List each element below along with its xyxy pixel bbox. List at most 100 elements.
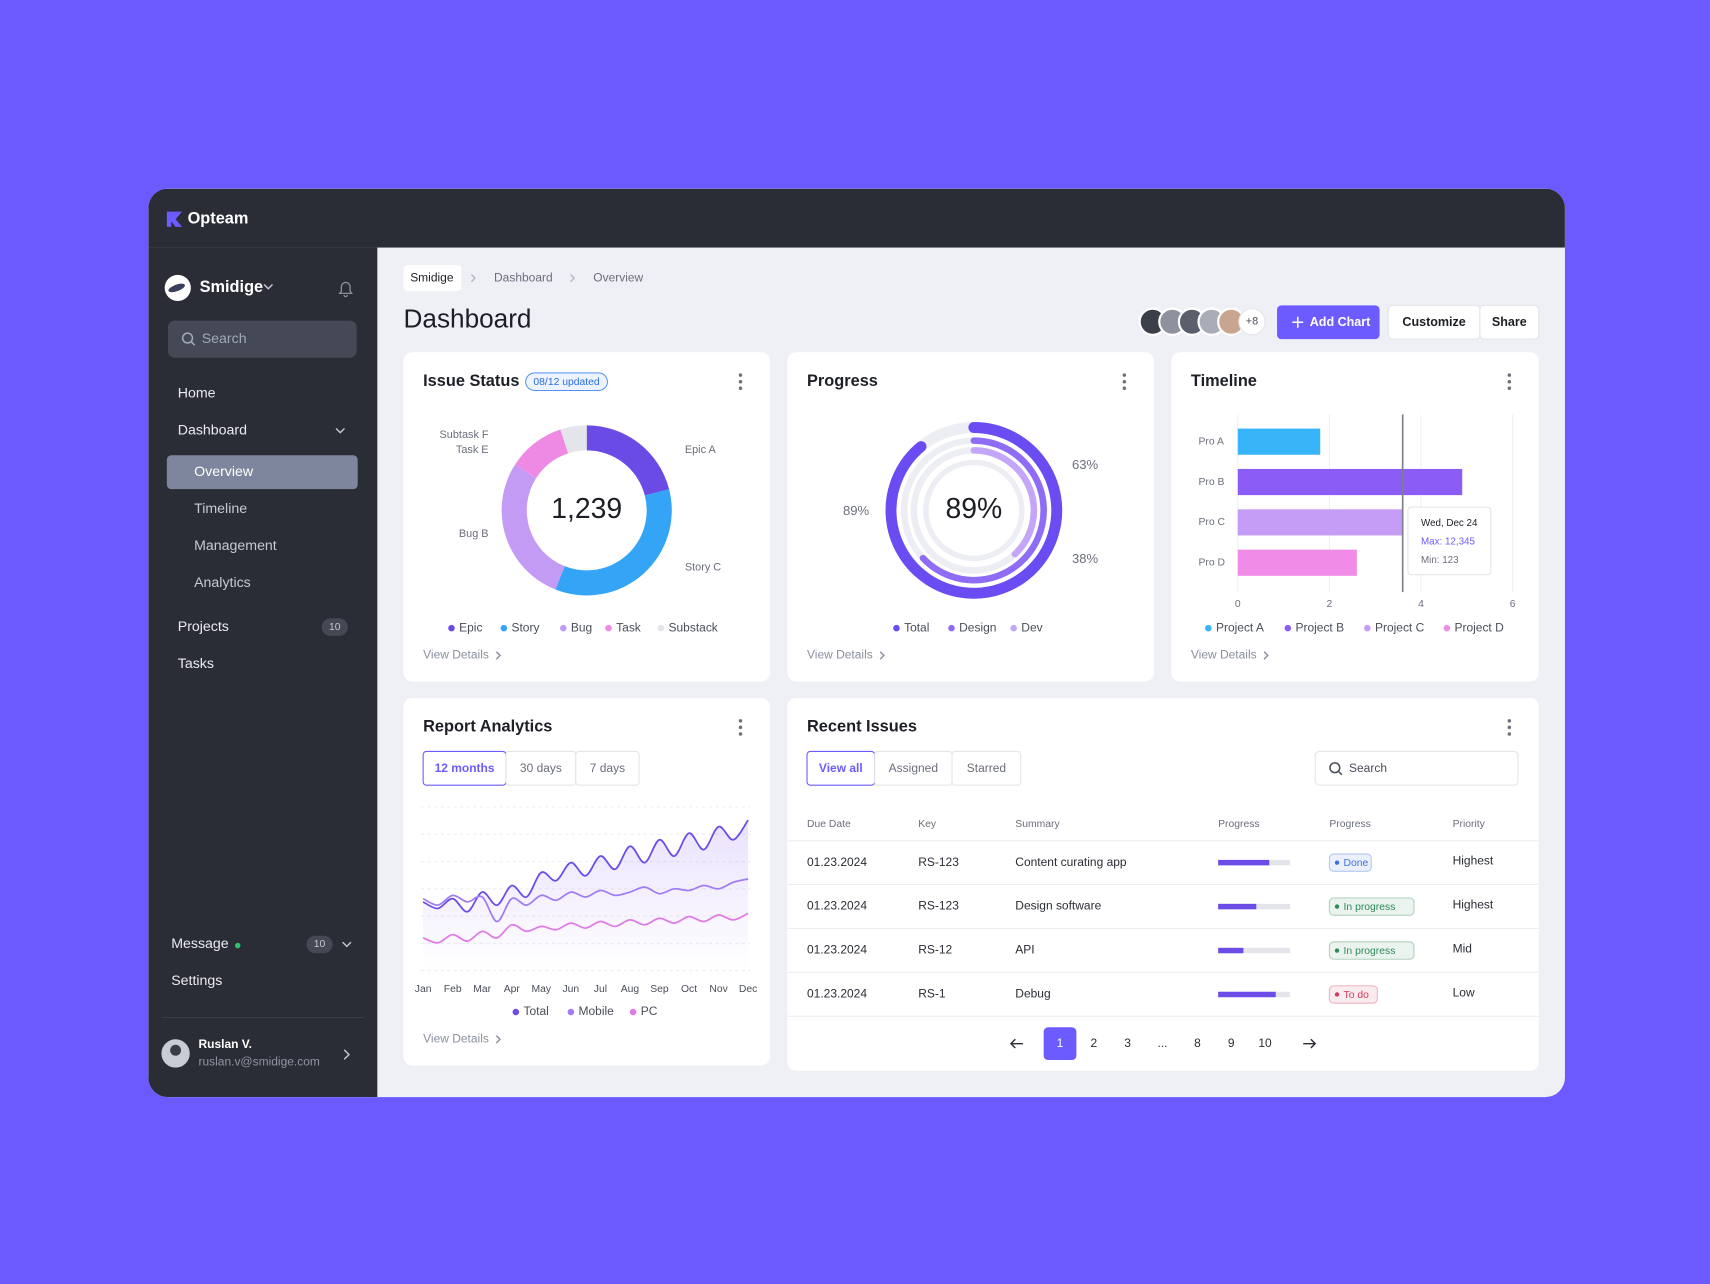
nav-subitem[interactable]: Overview <box>194 464 254 480</box>
nav-subitem[interactable]: Analytics <box>194 575 251 591</box>
nav-item[interactable]: Home <box>178 385 216 401</box>
page-active <box>1043 1027 1077 1061</box>
status-badge <box>525 372 608 391</box>
view-details-link[interactable]: View Details <box>807 648 873 662</box>
chevron-icon <box>496 1035 502 1044</box>
nav-item[interactable]: Projects <box>178 619 229 635</box>
kebab-icon[interactable] <box>738 725 743 730</box>
view-details-link[interactable]: View Details <box>1191 648 1257 662</box>
legend-dot <box>1205 624 1212 632</box>
prev-page[interactable] <box>1009 1038 1023 1049</box>
tab-label: View all <box>819 761 863 775</box>
nav-active-bg <box>166 455 358 490</box>
card-title: Timeline <box>1191 372 1257 390</box>
status-pill <box>1328 941 1415 960</box>
tab[interactable] <box>575 750 640 786</box>
x-tick-label: Jul <box>594 984 607 995</box>
x-tick-label: 4 <box>1418 599 1424 610</box>
column-header: Summary <box>1015 819 1060 830</box>
legend-dot <box>560 624 567 632</box>
nav-subitem[interactable]: Timeline <box>194 501 247 517</box>
nav-subitem[interactable]: Management <box>194 538 277 554</box>
ring-arc <box>885 422 1063 599</box>
kebab-icon[interactable] <box>1507 386 1512 390</box>
kebab-icon[interactable] <box>738 386 743 390</box>
x-tick-label: 6 <box>1510 599 1516 610</box>
status-dot <box>1334 948 1340 953</box>
plus-icon <box>1292 316 1304 328</box>
kebab-icon[interactable] <box>738 732 743 736</box>
page-number[interactable]: 10 <box>1258 1036 1272 1050</box>
chevron-icon <box>879 651 885 660</box>
cell-key: RS-12 <box>918 943 952 957</box>
header-button[interactable] <box>1479 304 1540 340</box>
nav-item[interactable]: Settings <box>171 973 222 989</box>
page-number[interactable]: 8 <box>1194 1036 1201 1050</box>
nav-item[interactable]: Tasks <box>178 656 214 672</box>
kebab-icon[interactable] <box>1507 373 1512 377</box>
header-button[interactable] <box>1277 305 1380 340</box>
view-details-link[interactable]: View Details <box>423 1031 489 1045</box>
chevron-icon <box>342 941 352 948</box>
sidebar-search[interactable] <box>167 320 357 358</box>
y-tick-label: Pro A <box>1199 436 1224 447</box>
nav-badge <box>306 935 333 954</box>
legend-dot <box>567 1008 575 1016</box>
workspace-name[interactable]: Smidige <box>200 278 264 296</box>
cell-priority: Low <box>1453 986 1475 1000</box>
tab-label: 12 months <box>435 761 495 775</box>
kebab-icon[interactable] <box>1507 719 1512 723</box>
page-number[interactable]: 3 <box>1124 1036 1131 1050</box>
sidebar <box>148 247 378 1098</box>
status-label: In progress <box>1344 902 1396 913</box>
chevron-icon <box>496 651 502 660</box>
page-number[interactable]: 2 <box>1090 1036 1097 1050</box>
kebab-icon[interactable] <box>1507 732 1512 736</box>
page-number[interactable]: 9 <box>1228 1036 1235 1050</box>
kebab-icon[interactable] <box>738 379 743 384</box>
table-search[interactable] <box>1314 750 1519 786</box>
bell-icon[interactable] <box>338 281 354 298</box>
search-icon <box>1337 770 1343 776</box>
card-title: Recent Issues <box>807 718 917 736</box>
nav-item[interactable]: Dashboard <box>178 423 247 439</box>
status-pill <box>1328 897 1415 916</box>
x-tick-label: 0 <box>1235 599 1241 610</box>
breadcrumb-item[interactable]: Overview <box>593 270 643 284</box>
page-number[interactable]: 1 <box>1057 1036 1064 1050</box>
cell-priority: Highest <box>1453 898 1494 912</box>
nav-item[interactable]: Message <box>171 936 229 952</box>
tab-label: Assigned <box>889 761 938 775</box>
breadcrumb-item[interactable]: Smidige <box>410 270 454 284</box>
page-number[interactable]: ... <box>1158 1036 1168 1050</box>
legend-label: Design <box>959 620 996 634</box>
next-page[interactable] <box>1303 1038 1317 1049</box>
cell-key: RS-1 <box>918 987 946 1001</box>
cell-priority: Mid <box>1453 942 1472 956</box>
page-title: Dashboard <box>404 304 532 334</box>
tab[interactable] <box>951 750 1022 786</box>
status-dot <box>1334 992 1340 997</box>
card: Recent Issues View all Assigned Starred Sear… <box>787 697 1539 1071</box>
kebab-icon[interactable] <box>1122 379 1127 384</box>
kebab-icon[interactable] <box>738 373 743 377</box>
kebab-icon[interactable] <box>1507 725 1512 730</box>
cell-summary: Debug <box>1015 987 1050 1001</box>
search-icon <box>1329 762 1341 774</box>
breadcrumb-item[interactable]: Dashboard <box>494 270 553 284</box>
x-tick-label: Feb <box>444 984 462 995</box>
member-more <box>1238 308 1266 336</box>
status-label: To do <box>1344 990 1370 1001</box>
kebab-icon[interactable] <box>1122 373 1127 377</box>
kebab-icon[interactable] <box>738 719 743 723</box>
kebab-icon[interactable] <box>1507 379 1512 384</box>
legend-dot <box>500 624 508 632</box>
cell-key: RS-123 <box>918 855 959 869</box>
legend-dot <box>1443 624 1451 632</box>
kebab-icon[interactable] <box>1122 386 1127 390</box>
view-details-link[interactable]: View Details <box>423 648 489 662</box>
cell-due-date: 01.23.2024 <box>807 943 867 957</box>
search-icon <box>190 341 196 346</box>
slice-label: Task E <box>456 444 489 456</box>
nav-badge <box>321 618 348 636</box>
